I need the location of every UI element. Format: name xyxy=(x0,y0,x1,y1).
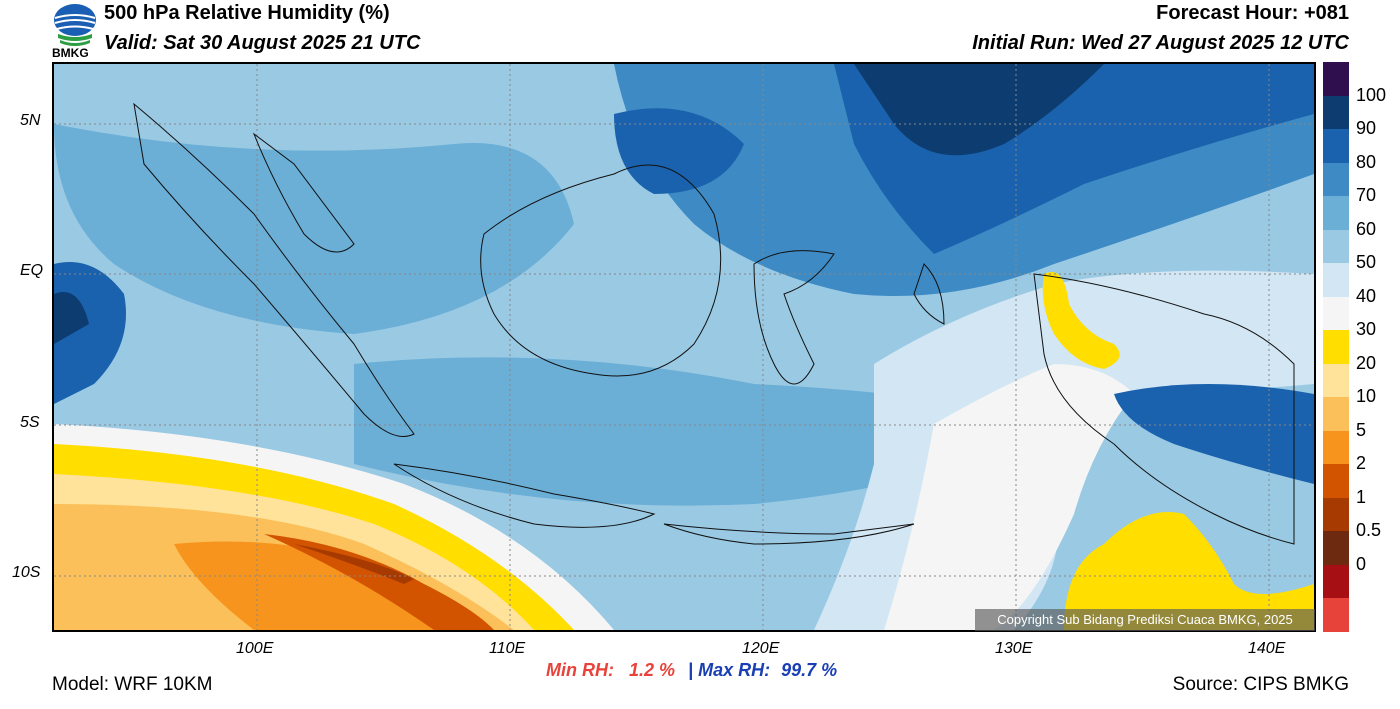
lon-label-140e: 140E xyxy=(1248,640,1286,657)
colorbar-label: 30 xyxy=(1356,319,1377,340)
colorbar-swatch xyxy=(1323,430,1349,465)
min-rh-value: 1.2 % xyxy=(629,660,676,680)
moderate-region-center xyxy=(54,124,574,334)
stats-separator: | xyxy=(688,660,694,680)
model-label: Model: WRF 10KM xyxy=(52,674,213,695)
coast-papua xyxy=(1033,273,1295,545)
lon-label-100e: 100E xyxy=(236,640,274,657)
colorbar-swatch xyxy=(1323,564,1349,599)
dry-region-southwest-min xyxy=(294,544,414,584)
colorbar-swatch xyxy=(1323,397,1349,431)
coast-nusa-tenggara xyxy=(663,523,915,545)
humidity-map xyxy=(52,62,1316,632)
colorbar-swatch xyxy=(1323,296,1349,331)
colorbar-label: 40 xyxy=(1356,285,1377,306)
colorbar-label: 90 xyxy=(1356,118,1377,139)
valid-time: Valid: Sat 30 August 2025 21 UTC xyxy=(104,32,421,54)
colorbar-label: 100 xyxy=(1356,84,1387,105)
coast-malay-peninsula xyxy=(252,132,355,253)
colorbar-swatch xyxy=(1323,263,1349,297)
colorbar-label: 50 xyxy=(1356,252,1377,273)
colorbar-swatch xyxy=(1323,229,1349,264)
colorbar-swatch xyxy=(1323,598,1349,632)
dry-region-southwest-core xyxy=(264,534,494,630)
lat-label-10s: 10S xyxy=(12,564,41,581)
colorbar-swatch xyxy=(1323,464,1349,498)
coast-sulawesi xyxy=(753,250,835,385)
bmkg-logo xyxy=(52,2,98,60)
dry-region-southeast xyxy=(1064,512,1314,630)
lon-label-130e: 130E xyxy=(995,640,1033,657)
colorbar-label: 20 xyxy=(1356,352,1377,373)
humid-region-papua xyxy=(1114,384,1314,484)
colorbar-label: 5 xyxy=(1356,419,1367,440)
max-rh-label: Max RH: xyxy=(698,660,771,680)
lon-label-120e: 120E xyxy=(742,640,780,657)
colorbar-label: 70 xyxy=(1356,185,1377,206)
coast-sumatra xyxy=(133,102,415,437)
colorbar-swatch xyxy=(1323,497,1349,532)
source-label: Source: CIPS BMKG xyxy=(1172,674,1349,695)
copyright-notice: Copyright Sub Bidang Prediksi Cuaca BMKG… xyxy=(975,609,1315,631)
coast-java xyxy=(393,463,656,528)
lat-label-5n: 5N xyxy=(20,112,41,129)
max-rh-value: 99.7 % xyxy=(781,660,838,680)
colorbar-label: 80 xyxy=(1356,151,1377,172)
colorbar-swatch xyxy=(1323,330,1349,364)
coast-borneo xyxy=(480,164,722,377)
lat-label-5s: 5S xyxy=(20,414,40,431)
colorbar-label: 10 xyxy=(1356,386,1377,407)
colorbar-label: 0 xyxy=(1356,553,1367,574)
coast-halmahera xyxy=(913,263,945,325)
colorbar-label: 2 xyxy=(1356,453,1367,474)
colorbar-swatch xyxy=(1323,363,1349,398)
chart-title: 500 hPa Relative Humidity (%) xyxy=(104,2,390,24)
colorbar-label: 1 xyxy=(1356,486,1367,507)
colorbar-label: 60 xyxy=(1356,218,1377,239)
humid-region-west-core xyxy=(54,292,89,344)
lon-label-110e: 110E xyxy=(489,640,526,657)
colorbar-swatch xyxy=(1323,62,1349,96)
colorbar-swatch xyxy=(1323,196,1349,230)
dry-patch-papua xyxy=(1042,272,1120,369)
colorbar-swatch xyxy=(1323,129,1349,163)
colorbar-swatch xyxy=(1323,95,1349,130)
colorbar-swatch xyxy=(1323,162,1349,197)
rh-stats: Min RH: 1.2 % | Max RH: 99.7 % xyxy=(546,660,837,681)
dry-region-east-white xyxy=(884,364,1134,630)
humid-region-navy xyxy=(854,64,1104,156)
forecast-hour: Forecast Hour: +081 xyxy=(1156,2,1349,24)
logo-text: BMKG xyxy=(52,46,89,60)
initial-run: Initial Run: Wed 27 August 2025 12 UTC xyxy=(972,32,1349,54)
lat-label-eq: EQ xyxy=(20,262,44,279)
colorbar-swatch xyxy=(1323,531,1349,565)
colorbar xyxy=(1323,62,1349,632)
min-rh-label: Min RH: xyxy=(546,660,614,680)
humid-region-borneo xyxy=(614,108,744,194)
colorbar-label: 0.5 xyxy=(1356,520,1382,541)
